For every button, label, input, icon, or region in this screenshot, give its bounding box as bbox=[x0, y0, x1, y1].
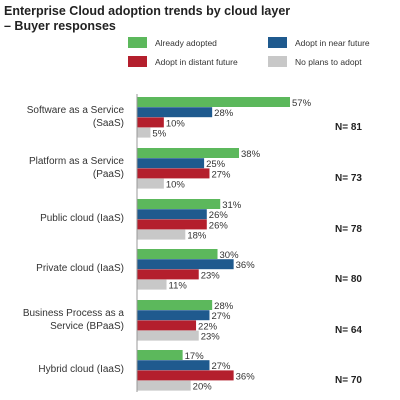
bar-adopt-in-distant-future bbox=[137, 117, 164, 128]
value-label: 36% bbox=[236, 371, 256, 382]
category-label: (SaaS) bbox=[93, 118, 124, 129]
legend-label-no-plans-to-adopt: No plans to adopt bbox=[295, 57, 362, 67]
bar-adopt-in-near-future bbox=[137, 209, 207, 220]
sample-size-label: N= 70 bbox=[335, 375, 362, 386]
category-label: (PaaS) bbox=[93, 169, 124, 180]
value-label: 25% bbox=[206, 159, 226, 170]
sample-size-label: N= 78 bbox=[335, 224, 362, 235]
legend: Already adopted Adopt in near future Adopt… bbox=[128, 37, 370, 67]
value-label: 10% bbox=[166, 118, 186, 129]
plot-area: Software as a Service(SaaS)57%28%10%5%N=… bbox=[23, 94, 362, 393]
value-label: 28% bbox=[214, 301, 234, 312]
bar-adopt-in-near-future bbox=[137, 360, 210, 371]
bar-adopt-in-near-future bbox=[137, 107, 213, 118]
value-label: 26% bbox=[209, 220, 229, 231]
bar-adopt-in-distant-future bbox=[137, 168, 210, 179]
bar-no-plans-to-adopt bbox=[137, 178, 164, 189]
sample-size-label: N= 73 bbox=[335, 173, 362, 184]
sample-size-label: N= 81 bbox=[335, 122, 362, 133]
value-label: 18% bbox=[187, 231, 207, 242]
bar-already-adopted bbox=[137, 249, 218, 259]
legend-swatch-adopt-in-distant-future bbox=[128, 56, 147, 67]
bar-no-plans-to-adopt bbox=[137, 279, 167, 290]
bar-already-adopted bbox=[137, 97, 290, 107]
legend-label-adopt-in-near-future: Adopt in near future bbox=[295, 38, 370, 48]
value-label: 20% bbox=[193, 382, 213, 393]
value-label: 23% bbox=[201, 332, 221, 343]
bar-already-adopted bbox=[137, 199, 221, 209]
category-label: Public cloud (IaaS) bbox=[40, 213, 124, 224]
value-label: 27% bbox=[211, 311, 231, 322]
bar-already-adopted bbox=[137, 350, 183, 360]
value-label: 23% bbox=[201, 270, 221, 281]
value-label: 57% bbox=[292, 98, 312, 109]
bar-adopt-in-near-future bbox=[137, 259, 234, 270]
bar-adopt-in-distant-future bbox=[137, 269, 199, 280]
value-label: 17% bbox=[185, 351, 205, 362]
bar-no-plans-to-adopt bbox=[137, 330, 199, 341]
value-label: 5% bbox=[152, 129, 166, 140]
value-label: 28% bbox=[214, 108, 234, 119]
value-label: 36% bbox=[236, 260, 256, 271]
bar-already-adopted bbox=[137, 148, 239, 158]
value-label: 10% bbox=[166, 180, 186, 191]
bar-adopt-in-near-future bbox=[137, 310, 210, 321]
bar-no-plans-to-adopt bbox=[137, 127, 151, 138]
legend-label-already-adopted: Already adopted bbox=[155, 38, 217, 48]
category-label: Business Process as a bbox=[23, 308, 125, 319]
legend-swatch-already-adopted bbox=[128, 37, 147, 48]
bar-no-plans-to-adopt bbox=[137, 229, 186, 240]
chart-subtitle: – Buyer responses bbox=[4, 19, 116, 33]
chart-title: Enterprise Cloud adoption trends by clou… bbox=[4, 4, 290, 18]
sample-size-label: N= 80 bbox=[335, 274, 362, 285]
legend-swatch-no-plans-to-adopt bbox=[268, 56, 287, 67]
bar-adopt-in-distant-future bbox=[137, 370, 234, 381]
value-label: 26% bbox=[209, 210, 229, 221]
bar-adopt-in-distant-future bbox=[137, 219, 207, 230]
bar-no-plans-to-adopt bbox=[137, 380, 191, 391]
value-label: 22% bbox=[198, 321, 218, 332]
value-label: 11% bbox=[169, 281, 188, 292]
legend-label-adopt-in-distant-future: Adopt in distant future bbox=[155, 57, 238, 67]
value-label: 27% bbox=[211, 361, 231, 372]
category-label: Private cloud (IaaS) bbox=[36, 263, 124, 274]
category-label: Platform as a Service bbox=[29, 156, 124, 167]
value-label: 31% bbox=[222, 200, 242, 211]
bar-adopt-in-distant-future bbox=[137, 320, 197, 331]
bar-adopt-in-near-future bbox=[137, 158, 205, 169]
bar-already-adopted bbox=[137, 300, 213, 310]
value-label: 38% bbox=[241, 149, 261, 160]
category-label: Software as a Service bbox=[27, 105, 125, 116]
category-label: Service (BPaaS) bbox=[50, 321, 124, 332]
category-label: Hybrid cloud (IaaS) bbox=[38, 364, 124, 375]
value-label: 27% bbox=[211, 169, 231, 180]
value-label: 30% bbox=[220, 250, 240, 261]
sample-size-label: N= 64 bbox=[335, 325, 362, 336]
legend-swatch-adopt-in-near-future bbox=[268, 37, 287, 48]
